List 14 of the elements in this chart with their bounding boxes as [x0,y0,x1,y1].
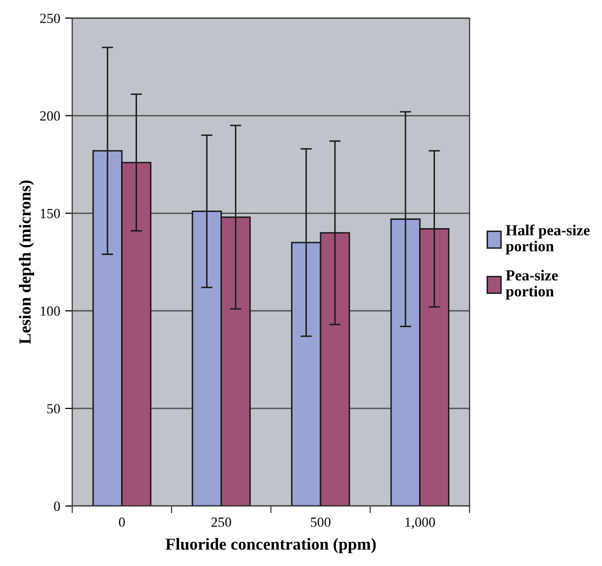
x-tick-label: 500 [310,518,330,527]
y-tick-label: 200 [40,111,60,121]
x-axis-title: Fluoride concentration (ppm) [166,538,376,554]
legend-label: Pea-size portion [506,270,558,300]
x-tick-label: 250 [211,518,232,527]
y-tick-label: 50 [47,404,60,414]
legend-label: Half pea-size portion [506,224,590,254]
x-tick-label: 0 [118,518,125,527]
y-tick-label: 150 [40,208,60,218]
y-tick-label: 250 [40,14,60,24]
x-tick-label: 1,000 [405,518,435,529]
y-axis-title: Lesion depth (microns) [18,180,34,344]
y-tick-label: 100 [40,306,60,316]
y-tick-label: 0 [54,502,60,511]
